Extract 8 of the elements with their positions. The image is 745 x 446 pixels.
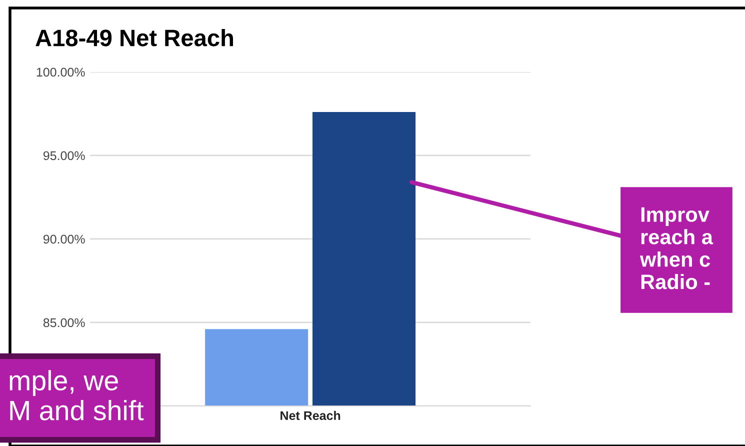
- y-tick-label: 95.00%: [43, 151, 85, 160]
- chart-title: A18-49 Net Reach: [36, 28, 234, 46]
- text: Improv reach a when c Radio -: [640, 207, 714, 290]
- y-tick-label: 90.00%: [43, 234, 85, 244]
- y-tick-label: 100.00%: [36, 68, 85, 77]
- x-tick-label: Net Reach: [280, 410, 340, 420]
- y-tick-label: 85.00%: [43, 318, 85, 328]
- annotation: mple, we M and shift: [10, 370, 144, 420]
